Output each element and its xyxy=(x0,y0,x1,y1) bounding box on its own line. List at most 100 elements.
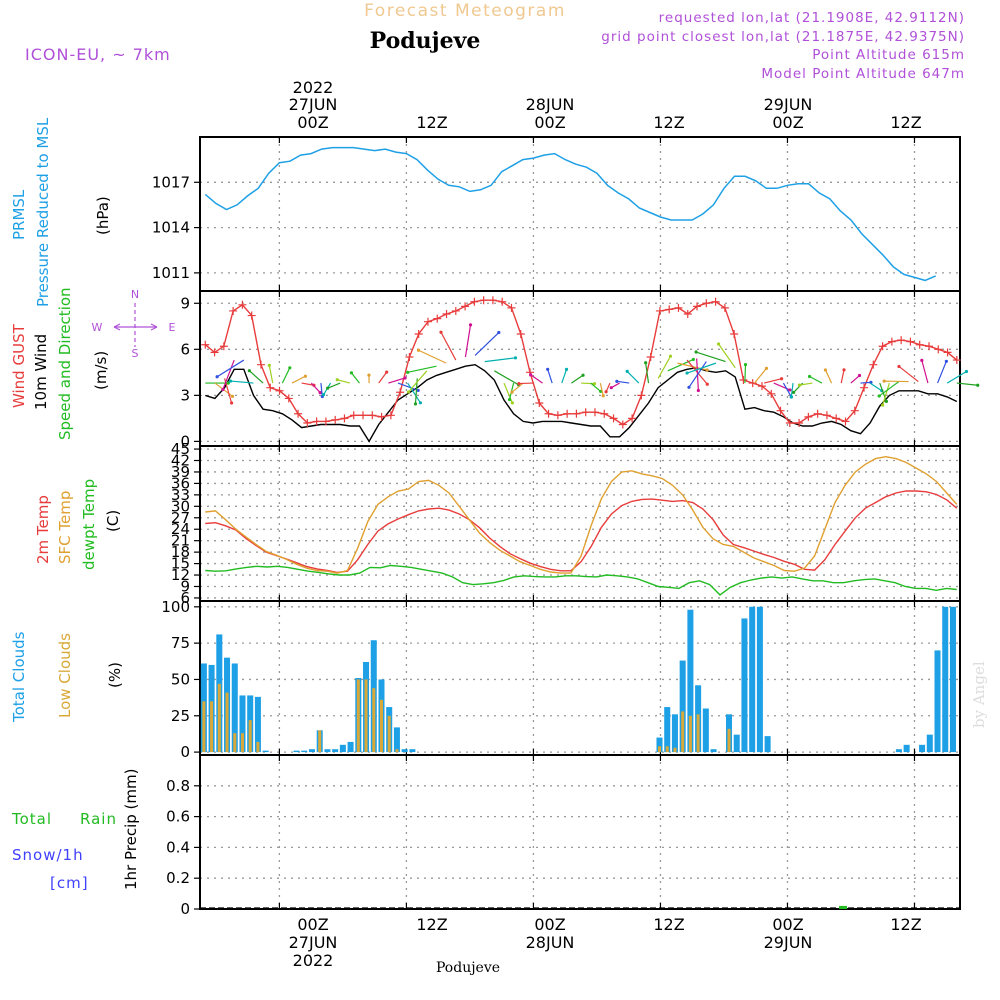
gust-marker xyxy=(377,412,386,421)
wind-arrow-head xyxy=(335,378,339,382)
wind-arrow xyxy=(561,369,568,384)
cloud-tick-label: 0 xyxy=(180,743,190,761)
wind-arrow xyxy=(281,367,291,384)
wind-arrow-head xyxy=(779,377,784,381)
total-cloud-bar xyxy=(949,606,956,753)
wind-arrow xyxy=(464,324,472,358)
wind-arrow xyxy=(850,375,860,384)
wind-arrow-head xyxy=(685,371,689,375)
gust-marker xyxy=(414,329,423,338)
rain-bar xyxy=(839,905,848,909)
wind-arrow-head xyxy=(625,369,629,374)
total-cloud-bar xyxy=(903,744,910,753)
wind-arrow-head xyxy=(976,383,980,387)
wind-unit: (m/s) xyxy=(92,351,110,390)
wind-arrow-head xyxy=(705,382,709,386)
wind-arrow xyxy=(809,375,823,384)
total-cloud-bar xyxy=(733,734,740,753)
wind-arrow-head xyxy=(321,393,326,397)
wind-arrow-head xyxy=(687,385,691,389)
wind-arrow-head xyxy=(406,390,411,394)
gust-marker xyxy=(665,305,674,314)
total-cloud-label: Total Clouds xyxy=(10,631,28,723)
top-date-1: 27JUN xyxy=(289,95,338,114)
wind-arrow xyxy=(407,365,437,373)
gust-marker xyxy=(340,414,349,423)
sfc-label: SFC Temp xyxy=(56,491,74,564)
gust-marker xyxy=(952,356,961,365)
wind-arrow-head xyxy=(788,388,792,392)
wind-arrow xyxy=(440,331,457,361)
wind-arrow-head xyxy=(823,368,828,372)
gust-marker xyxy=(860,383,869,392)
wind-arrow-head xyxy=(497,330,501,335)
total-cloud-bar xyxy=(231,663,238,753)
total-cloud-bar xyxy=(895,749,902,753)
wind-arrow xyxy=(230,380,254,384)
wind-arrow xyxy=(474,332,500,356)
wind-arrow xyxy=(407,382,421,404)
gust-marker xyxy=(739,376,748,385)
top-tick-4: 12Z xyxy=(653,113,684,132)
wind-arrow-head xyxy=(529,373,533,377)
wind-arrow-head xyxy=(229,401,234,405)
gust-marker xyxy=(720,303,729,312)
wind-arrow xyxy=(754,367,767,384)
total-cloud-bar xyxy=(942,606,949,753)
total-cloud-bar xyxy=(926,734,933,753)
rain-label-2: Rain xyxy=(80,810,117,828)
wind-arrow xyxy=(799,382,813,386)
wind10-line xyxy=(205,363,958,443)
location-title: Podujeve xyxy=(370,28,481,54)
total-cloud-bar xyxy=(919,744,926,753)
total-cloud-bar xyxy=(254,696,261,753)
wind-arrow xyxy=(645,362,650,384)
wind-arrow-head xyxy=(884,399,889,404)
total-cloud-bar xyxy=(710,749,717,753)
low-cloud-bar xyxy=(657,746,662,753)
top-tick-2: 12Z xyxy=(416,113,447,132)
top-tick-3: 00Z xyxy=(534,113,565,132)
low-cloud-bar xyxy=(225,692,229,753)
wind-arrow-head xyxy=(267,363,271,368)
gust-marker xyxy=(498,297,507,306)
wind-arrow-head xyxy=(857,373,862,378)
wind-arrow xyxy=(860,381,871,384)
gust-marker xyxy=(442,310,451,319)
wind-arrow-head xyxy=(418,401,423,405)
gust-line xyxy=(204,299,958,426)
low-cloud-bar xyxy=(217,683,221,753)
top-date-2: 28JUN xyxy=(526,95,575,114)
gust-marker xyxy=(841,417,850,426)
temp-tick-label: 45 xyxy=(171,440,190,458)
wind-arrow xyxy=(301,382,315,386)
cloud-panel: 0 25 50 75 100 xyxy=(161,598,961,761)
gust-marker xyxy=(915,340,924,349)
gust-marker xyxy=(219,342,228,351)
gust-marker xyxy=(349,411,358,420)
top-tick-5: 00Z xyxy=(772,113,803,132)
wind-arrow-head xyxy=(230,394,235,398)
temp-tick-label: 42 xyxy=(171,452,190,470)
wind-arrow-head xyxy=(468,323,473,327)
wind-arrow xyxy=(936,361,947,384)
pressure-tick-label: 1017 xyxy=(152,173,190,191)
low-cloud-bar xyxy=(727,728,731,753)
wind-arrow xyxy=(222,359,235,390)
gust-marker xyxy=(451,306,460,315)
gust-marker xyxy=(637,391,646,400)
wind-arrow-head xyxy=(221,387,225,392)
gust-marker xyxy=(683,310,692,319)
total-cloud-bar xyxy=(393,727,400,753)
gust-label: Wind GUST xyxy=(10,323,28,408)
total-cloud-bar xyxy=(347,741,354,753)
wind-arrow xyxy=(840,369,845,384)
total-cloud-bar xyxy=(656,737,663,753)
temp-tick-label: 39 xyxy=(171,463,190,481)
wind-arrow xyxy=(216,359,245,378)
footer-location: Podujeve xyxy=(436,960,500,976)
gust-marker xyxy=(396,388,405,397)
top-tick-6: 12Z xyxy=(890,113,921,132)
gust-marker xyxy=(590,408,599,417)
wind-arrow xyxy=(688,361,707,388)
